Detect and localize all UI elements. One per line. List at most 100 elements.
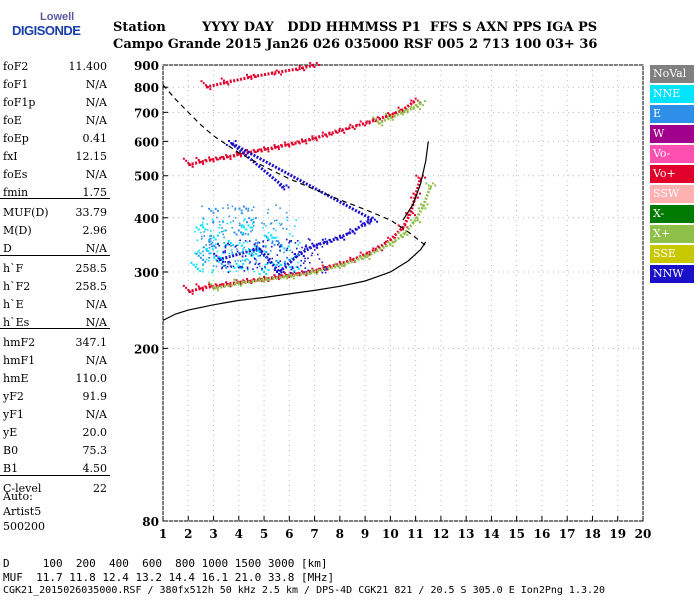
param-row: B0 75.3 [3,444,107,460]
y-tick-label: 400 [134,212,159,226]
data-point [212,160,215,163]
data-point [220,283,223,286]
spread-echo [201,224,204,226]
data-point [303,140,306,143]
data-point [208,281,211,284]
data-point [227,239,230,242]
data-point [285,184,288,187]
spread-echo [195,263,198,266]
spread-echo [282,227,284,230]
data-point [246,277,249,280]
spread-echo [304,245,307,248]
data-point [420,203,423,206]
spread-echo [218,226,220,229]
spread-echo [203,235,206,237]
spread-echo [305,244,308,247]
spread-echo [290,241,293,243]
spread-echo [224,250,227,252]
data-point [280,263,283,266]
x-tick-label: 13 [458,527,475,541]
data-point [202,289,205,292]
data-point [410,99,413,102]
spread-echo [244,218,246,220]
data-point [410,196,413,199]
data-point [189,290,192,293]
data-point [338,234,341,237]
data-point [391,118,394,121]
data-point [367,218,370,221]
data-point [277,278,280,281]
data-point [288,145,291,148]
data-point [321,264,324,267]
data-point [199,224,202,227]
data-point [242,233,245,236]
data-point [376,120,379,123]
spread-echo [324,265,326,268]
data-point [397,106,400,109]
spread-echo [269,223,272,225]
data-point [277,148,280,151]
spread-echo [297,261,299,264]
spread-echo [250,254,253,257]
data-point [182,284,185,287]
data-point [229,158,232,161]
param-row: h`E N/A [3,298,107,314]
data-point [275,239,278,242]
legend-item-nnw: NNW [650,265,694,283]
spread-echo [242,250,244,252]
spread-echo [253,270,256,273]
x-tick-label: 17 [559,527,576,541]
data-point [199,256,202,259]
data-point [204,84,207,87]
spread-echo [242,267,244,269]
data-point [225,266,228,269]
spread-echo [215,216,218,219]
data-point [235,279,238,282]
data-point [216,289,219,292]
spread-echo [321,271,324,274]
spread-echo [235,244,238,247]
spread-echo [275,236,278,239]
spread-echo [257,246,259,249]
data-point [296,69,299,72]
param-name: foF1 [3,78,29,91]
spread-echo [284,263,286,265]
data-point [366,120,369,123]
trace-vo- [187,99,417,167]
spread-echo [258,265,261,267]
data-point [359,251,362,254]
param-name: B0 [3,444,19,457]
data-point [414,97,417,100]
spread-echo [296,239,299,242]
data-point [210,242,213,245]
spread-echo [247,207,250,210]
data-point [288,258,291,261]
footer-muf-row: MUF 11.7 11.8 12.4 13.2 14.4 16.1 21.0 3… [3,571,335,584]
data-point [359,120,362,123]
spread-echo [224,246,227,249]
separator [0,475,110,476]
spread-echo [285,266,288,269]
param-name: M(D) [3,224,32,237]
data-point [414,217,417,220]
y-tick-label: 200 [134,342,159,356]
data-point [220,262,223,265]
spread-echo [277,243,279,246]
spread-echo [268,260,271,263]
spread-echo [243,246,246,249]
spread-echo [224,229,226,232]
data-point [347,232,350,235]
spread-echo [279,224,282,226]
data-point [258,276,261,279]
spread-echo [248,240,251,242]
logo-digisonde: DIGISONDE [12,23,81,38]
data-point [368,222,371,225]
data-point [404,109,407,112]
data-point [204,260,207,263]
data-point [197,285,200,288]
data-point [208,156,211,159]
data-point [220,156,223,159]
spread-echo [304,257,306,260]
data-point [197,228,200,231]
